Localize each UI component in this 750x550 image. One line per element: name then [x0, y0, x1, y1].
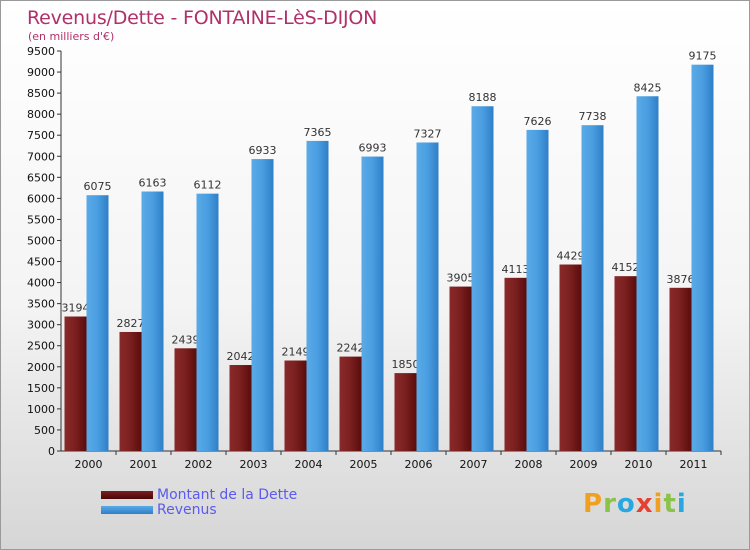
legend-label-revenus: Revenus — [157, 501, 217, 518]
data-label-dette: 3194 — [62, 302, 90, 315]
data-label-dette: 2042 — [227, 350, 255, 363]
chart-title: Revenus/Dette - FONTAINE-LèS-DIJON — [27, 7, 378, 29]
y-tick-label: 9500 — [27, 45, 55, 58]
x-tick-label: 2011 — [680, 458, 708, 471]
proxiti-logo: Proxiti — [583, 489, 687, 519]
y-tick-label: 5500 — [27, 213, 55, 226]
bar-dette — [339, 356, 362, 451]
data-label-revenus: 8425 — [634, 81, 662, 94]
legend-label-dette: Montant de la Dette — [157, 486, 298, 503]
data-label-revenus: 6112 — [194, 179, 222, 192]
data-label-dette: 3876 — [667, 273, 695, 286]
y-tick-label: 6500 — [27, 171, 55, 184]
y-tick-label: 2000 — [27, 361, 55, 374]
data-label-dette: 2827 — [117, 317, 145, 330]
y-tick-label: 500 — [34, 424, 55, 437]
logo-letter: t — [663, 489, 677, 519]
logo-letter: i — [676, 489, 687, 519]
x-tick-label: 2000 — [75, 458, 103, 471]
data-label-dette: 2242 — [337, 342, 365, 355]
y-tick-label: 9000 — [27, 66, 55, 79]
bar-revenus — [526, 129, 549, 451]
x-tick-label: 2006 — [405, 458, 433, 471]
data-label-revenus: 7738 — [579, 110, 607, 123]
bar-revenus — [581, 125, 604, 451]
bar-dette — [449, 286, 472, 451]
data-label-revenus: 6075 — [84, 180, 112, 193]
data-label-dette: 2149 — [282, 346, 310, 359]
bar-dette — [614, 276, 637, 451]
y-tick-label: 3500 — [27, 298, 55, 311]
x-tick-label: 2007 — [460, 458, 488, 471]
y-tick-label: 2500 — [27, 340, 55, 353]
data-label-dette: 4113 — [502, 263, 530, 276]
y-tick-label: 8000 — [27, 108, 55, 121]
y-tick-label: 6000 — [27, 192, 55, 205]
bar-revenus — [471, 106, 494, 452]
data-label-dette: 3905 — [447, 272, 475, 285]
data-label-dette: 2439 — [172, 333, 200, 346]
bar-revenus — [141, 191, 164, 452]
data-label-dette: 4429 — [557, 250, 585, 263]
y-tick-label: 4000 — [27, 277, 55, 290]
bar-revenus — [251, 159, 274, 451]
y-tick-label: 0 — [48, 445, 55, 458]
x-tick-label: 2005 — [350, 458, 378, 471]
data-label-revenus: 8188 — [469, 91, 497, 104]
bar-revenus — [306, 140, 329, 452]
logo-letter: o — [616, 489, 636, 519]
bar-revenus — [86, 195, 109, 451]
y-tick-label: 1500 — [27, 382, 55, 395]
bar-dette — [119, 331, 142, 451]
y-tick-label: 7000 — [27, 150, 55, 163]
data-label-revenus: 6933 — [249, 144, 277, 157]
legend-swatch-revenus — [101, 505, 153, 514]
y-tick-label: 4500 — [27, 256, 55, 269]
y-tick-label: 7500 — [27, 129, 55, 142]
logo-letter: i — [653, 489, 664, 519]
legend-item-dette: Montant de la Dette — [101, 486, 298, 503]
y-tick-label: 1000 — [27, 403, 55, 416]
data-label-revenus: 7365 — [304, 126, 332, 139]
logo-letter: r — [603, 489, 617, 519]
data-label-revenus: 6163 — [139, 177, 167, 190]
logo-letter: x — [635, 489, 654, 519]
x-tick-label: 2003 — [240, 458, 268, 471]
data-label-dette: 4152 — [612, 261, 640, 274]
bar-dette — [559, 264, 582, 451]
logo-letter: P — [583, 489, 604, 519]
bar-dette — [174, 348, 197, 451]
legend: Montant de la Dette Revenus — [101, 486, 298, 518]
legend-swatch-dette — [101, 490, 153, 499]
data-label-dette: 1850 — [392, 358, 420, 371]
bar-revenus — [416, 142, 439, 451]
bar-dette — [64, 316, 87, 451]
legend-item-revenus: Revenus — [101, 501, 297, 518]
bar-revenus — [636, 96, 659, 452]
y-tick-label: 3000 — [27, 319, 55, 332]
x-tick-label: 2002 — [185, 458, 213, 471]
data-label-revenus: 7327 — [414, 127, 442, 140]
x-tick-label: 2008 — [515, 458, 543, 471]
bar-dette — [284, 360, 307, 451]
y-tick-label: 5000 — [27, 234, 55, 247]
y-tick-label: 8500 — [27, 87, 55, 100]
x-tick-label: 2010 — [625, 458, 653, 471]
bar-dette — [504, 277, 527, 451]
x-tick-label: 2004 — [295, 458, 323, 471]
data-label-revenus: 9175 — [689, 50, 717, 63]
bar-revenus — [196, 193, 219, 451]
bar-dette — [229, 365, 252, 451]
data-label-revenus: 7626 — [524, 115, 552, 128]
bar-revenus — [691, 64, 714, 452]
x-tick-label: 2001 — [130, 458, 158, 471]
bar-dette — [394, 373, 417, 451]
bar-dette — [669, 287, 692, 451]
x-tick-label: 2009 — [570, 458, 598, 471]
data-label-revenus: 6993 — [359, 142, 387, 155]
bar-revenus — [361, 156, 384, 451]
chart-subtitle: (en milliers d'€) — [28, 30, 115, 43]
